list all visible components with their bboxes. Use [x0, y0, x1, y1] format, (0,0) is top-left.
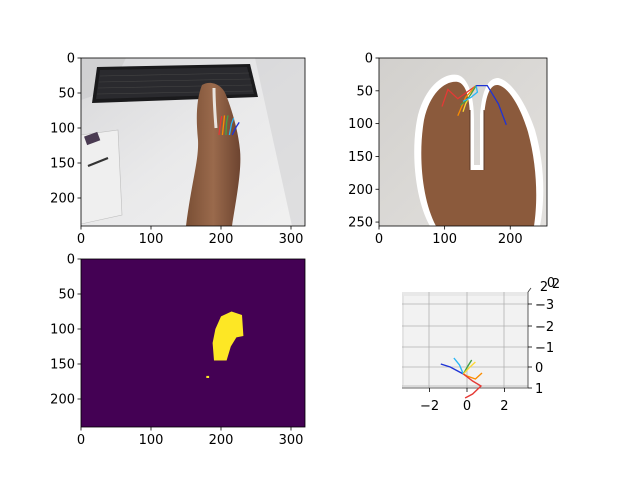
y-tick-label: 150	[50, 157, 75, 172]
3d-gridlines	[402, 292, 528, 388]
x-tick-label: 300	[279, 433, 304, 448]
y-tick-label: 50	[58, 87, 75, 102]
finger-chain	[225, 115, 229, 136]
photo-hand-on-desk	[81, 58, 305, 226]
x-tick-label: 200	[209, 232, 234, 247]
finger-chain	[462, 85, 479, 102]
3d-axis-lines	[402, 287, 532, 389]
x-tick-label: 200	[498, 232, 523, 247]
finger-chain	[476, 84, 507, 126]
mask-region	[206, 375, 210, 378]
finger-chain	[231, 122, 240, 136]
y-tick-label: 0	[67, 52, 75, 67]
y-tick-label: 0	[67, 253, 75, 268]
x-tick-label: 0	[463, 399, 471, 414]
tick-labels: 0 100 200 300 0 50 100 150 200	[50, 253, 303, 449]
skeleton-chain	[462, 361, 476, 375]
finger-chain	[218, 115, 223, 136]
finger-chain	[221, 115, 226, 136]
z-tick-label: −3	[535, 298, 554, 313]
y-tick-label: 0	[365, 52, 373, 67]
y-tick-label: 100	[348, 117, 373, 132]
mask-region	[212, 311, 244, 361]
keyboard	[92, 64, 258, 103]
y-tick-label: 150	[50, 358, 75, 373]
depth-tick-label: 0	[547, 276, 555, 291]
axes-top-left: 0 100 200 300 0 50 100 150 200	[50, 52, 306, 248]
x-tick-label: 100	[432, 232, 457, 247]
y-tick-label: 50	[58, 288, 75, 303]
x-tick-label: −2	[420, 399, 439, 414]
x-tick-label: 0	[77, 433, 85, 448]
tick-labels: 0 100 200 0 50 100 150 200 250	[348, 52, 522, 248]
y-tick-label: 200	[50, 393, 75, 408]
y-tick-label: 100	[50, 323, 75, 338]
y-tick-label: 100	[50, 122, 75, 137]
3d-skeleton	[440, 357, 483, 399]
skeleton-chain	[453, 357, 464, 375]
z-tick-label: −2	[535, 320, 554, 335]
skeleton-chain	[440, 363, 464, 375]
axes-top-right: 0 100 200 0 50 100 150 200 250	[348, 52, 548, 248]
y-tick-label: 200	[50, 192, 75, 207]
z-tick-label: 0	[535, 361, 543, 376]
x-tick-label: 100	[139, 232, 164, 247]
x-tick-label: 300	[279, 232, 304, 247]
finger-chain	[459, 85, 477, 106]
x-tick-label: 2	[500, 399, 508, 414]
depth-tick-label: 2	[540, 280, 548, 295]
photo-hand-crop	[379, 58, 547, 226]
y-tick-label: 50	[356, 84, 373, 99]
x-tick-label: 100	[139, 433, 164, 448]
3d-panes	[402, 292, 528, 388]
keypoint-skeleton	[441, 84, 507, 126]
tick-labels: 0 100 200 300 0 50 100 150 200	[50, 52, 303, 248]
axes-bottom-left: 0 100 200 300 0 50 100 150 200	[50, 253, 306, 449]
skeleton-chain	[462, 373, 483, 399]
x-tick-label: 200	[209, 433, 234, 448]
y-tick-label: 150	[348, 150, 373, 165]
z-tick-label: −1	[535, 341, 554, 356]
x-tick-label: 0	[77, 232, 85, 247]
y-tick-label: 250	[348, 216, 373, 231]
x-tick-label: 0	[375, 232, 383, 247]
y-tick-label: 200	[348, 183, 373, 198]
segmentation-mask	[206, 311, 244, 378]
mask-background	[81, 259, 305, 427]
depth-tick-label: 2	[552, 277, 560, 292]
finger-chain	[441, 85, 477, 107]
z-tick-label: 1	[535, 382, 543, 397]
keypoint-skeleton	[218, 115, 240, 136]
desk-clutter	[81, 129, 123, 225]
finger-chain	[228, 117, 235, 136]
